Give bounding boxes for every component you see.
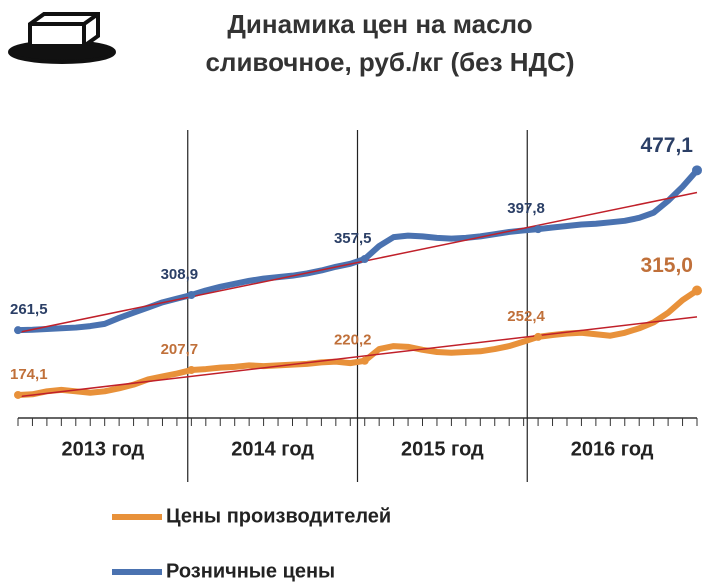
value-label: 308,9 [161, 266, 199, 283]
x-group-label: 2016 год [571, 438, 654, 460]
chart-title: сливочное, руб./кг (без НДС) [205, 47, 574, 77]
series-line [15, 167, 700, 334]
x-group-label: 2013 год [61, 438, 144, 460]
point [14, 326, 22, 335]
point [534, 225, 543, 234]
point [534, 332, 543, 341]
x-group-label: 2015 год [401, 438, 484, 460]
value-label: 261,5 [10, 301, 48, 318]
value-label: 174,1 [10, 366, 48, 383]
value-label: 357,5 [334, 230, 372, 247]
series-line [15, 287, 700, 398]
value-label: 207,7 [161, 341, 199, 358]
value-label: 397,8 [507, 200, 545, 217]
point [360, 254, 369, 263]
point [692, 285, 702, 296]
value-label: 252,4 [507, 308, 545, 325]
trend-line [17, 191, 698, 334]
point [14, 390, 22, 399]
chart-title: Динамика цен на масло [227, 9, 532, 39]
point [692, 165, 702, 176]
point [187, 366, 196, 375]
legend-label: Цены производителей [166, 505, 391, 527]
value-label: 477,1 [640, 134, 693, 157]
legend-label: Розничные цены [166, 560, 335, 582]
x-group-label: 2014 год [231, 438, 314, 460]
point [360, 356, 369, 365]
point [187, 291, 196, 300]
trend-line [17, 316, 698, 398]
value-label: 220,2 [334, 332, 372, 349]
value-label: 315,0 [640, 254, 693, 277]
butter-icon [8, 12, 116, 64]
